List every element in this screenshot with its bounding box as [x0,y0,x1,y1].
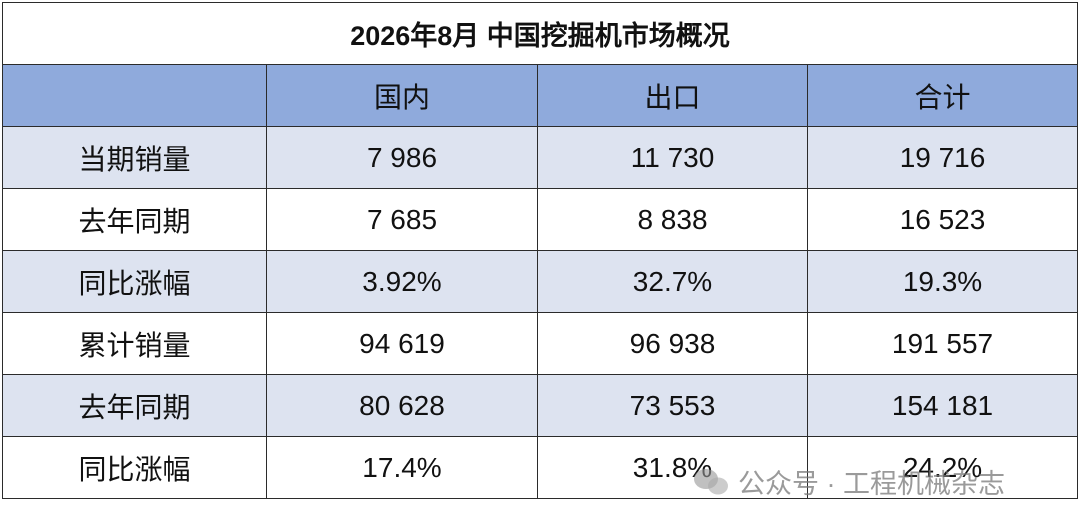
title-row: 2026年8月 中国挖掘机市场概况 [1,2,1079,65]
data-row: 去年同期 7 685 8 838 16 523 [2,188,1079,251]
value-cell: 32.7% [537,250,808,313]
header-corner [2,64,267,127]
row-label: 累计销量 [2,312,267,375]
data-row: 同比涨幅 17.4% 31.8% 24.2% [2,436,1079,499]
value-cell: 19.3% [806,250,1079,313]
row-label: 去年同期 [2,188,267,251]
header-cell: 合计 [806,64,1079,127]
header-cell: 国内 [266,64,538,127]
value-cell: 191 557 [806,312,1079,375]
value-cell: 7 685 [266,188,538,251]
value-cell: 94 619 [266,312,538,375]
row-label: 同比涨幅 [2,436,267,499]
value-cell: 17.4% [266,436,538,499]
value-cell: 8 838 [537,188,808,251]
data-row: 累计销量 94 619 96 938 191 557 [2,312,1079,375]
value-cell: 7 986 [266,126,538,189]
value-cell: 96 938 [537,312,808,375]
header-row: 国内 出口 合计 [2,64,1079,127]
value-cell: 16 523 [806,188,1079,251]
value-cell: 11 730 [537,126,808,189]
value-cell: 3.92% [266,250,538,313]
row-label: 当期销量 [2,126,267,189]
data-row: 去年同期 80 628 73 553 154 181 [2,374,1079,437]
value-cell: 19 716 [806,126,1079,189]
table-title: 2026年8月 中国挖掘机市场概况 [1,2,1079,65]
table-body: 2026年8月 中国挖掘机市场概况 国内 出口 合计 当期销量 7 986 11 730 1… [1,2,1079,499]
data-row: 同比涨幅 3.92% 32.7% 19.3% [2,250,1079,313]
row-label: 去年同期 [2,374,267,437]
value-cell: 73 553 [537,374,808,437]
market-table: 2026年8月 中国挖掘机市场概况 国内 出口 合计 当期销量 7 986 11 730 1… [1,2,1079,499]
header-cell: 出口 [537,64,808,127]
data-row: 当期销量 7 986 11 730 19 716 [2,126,1079,189]
value-cell: 154 181 [806,374,1079,437]
value-cell: 80 628 [266,374,538,437]
row-label: 同比涨幅 [2,250,267,313]
value-cell: 24.2% [806,436,1079,499]
value-cell: 31.8% [537,436,808,499]
